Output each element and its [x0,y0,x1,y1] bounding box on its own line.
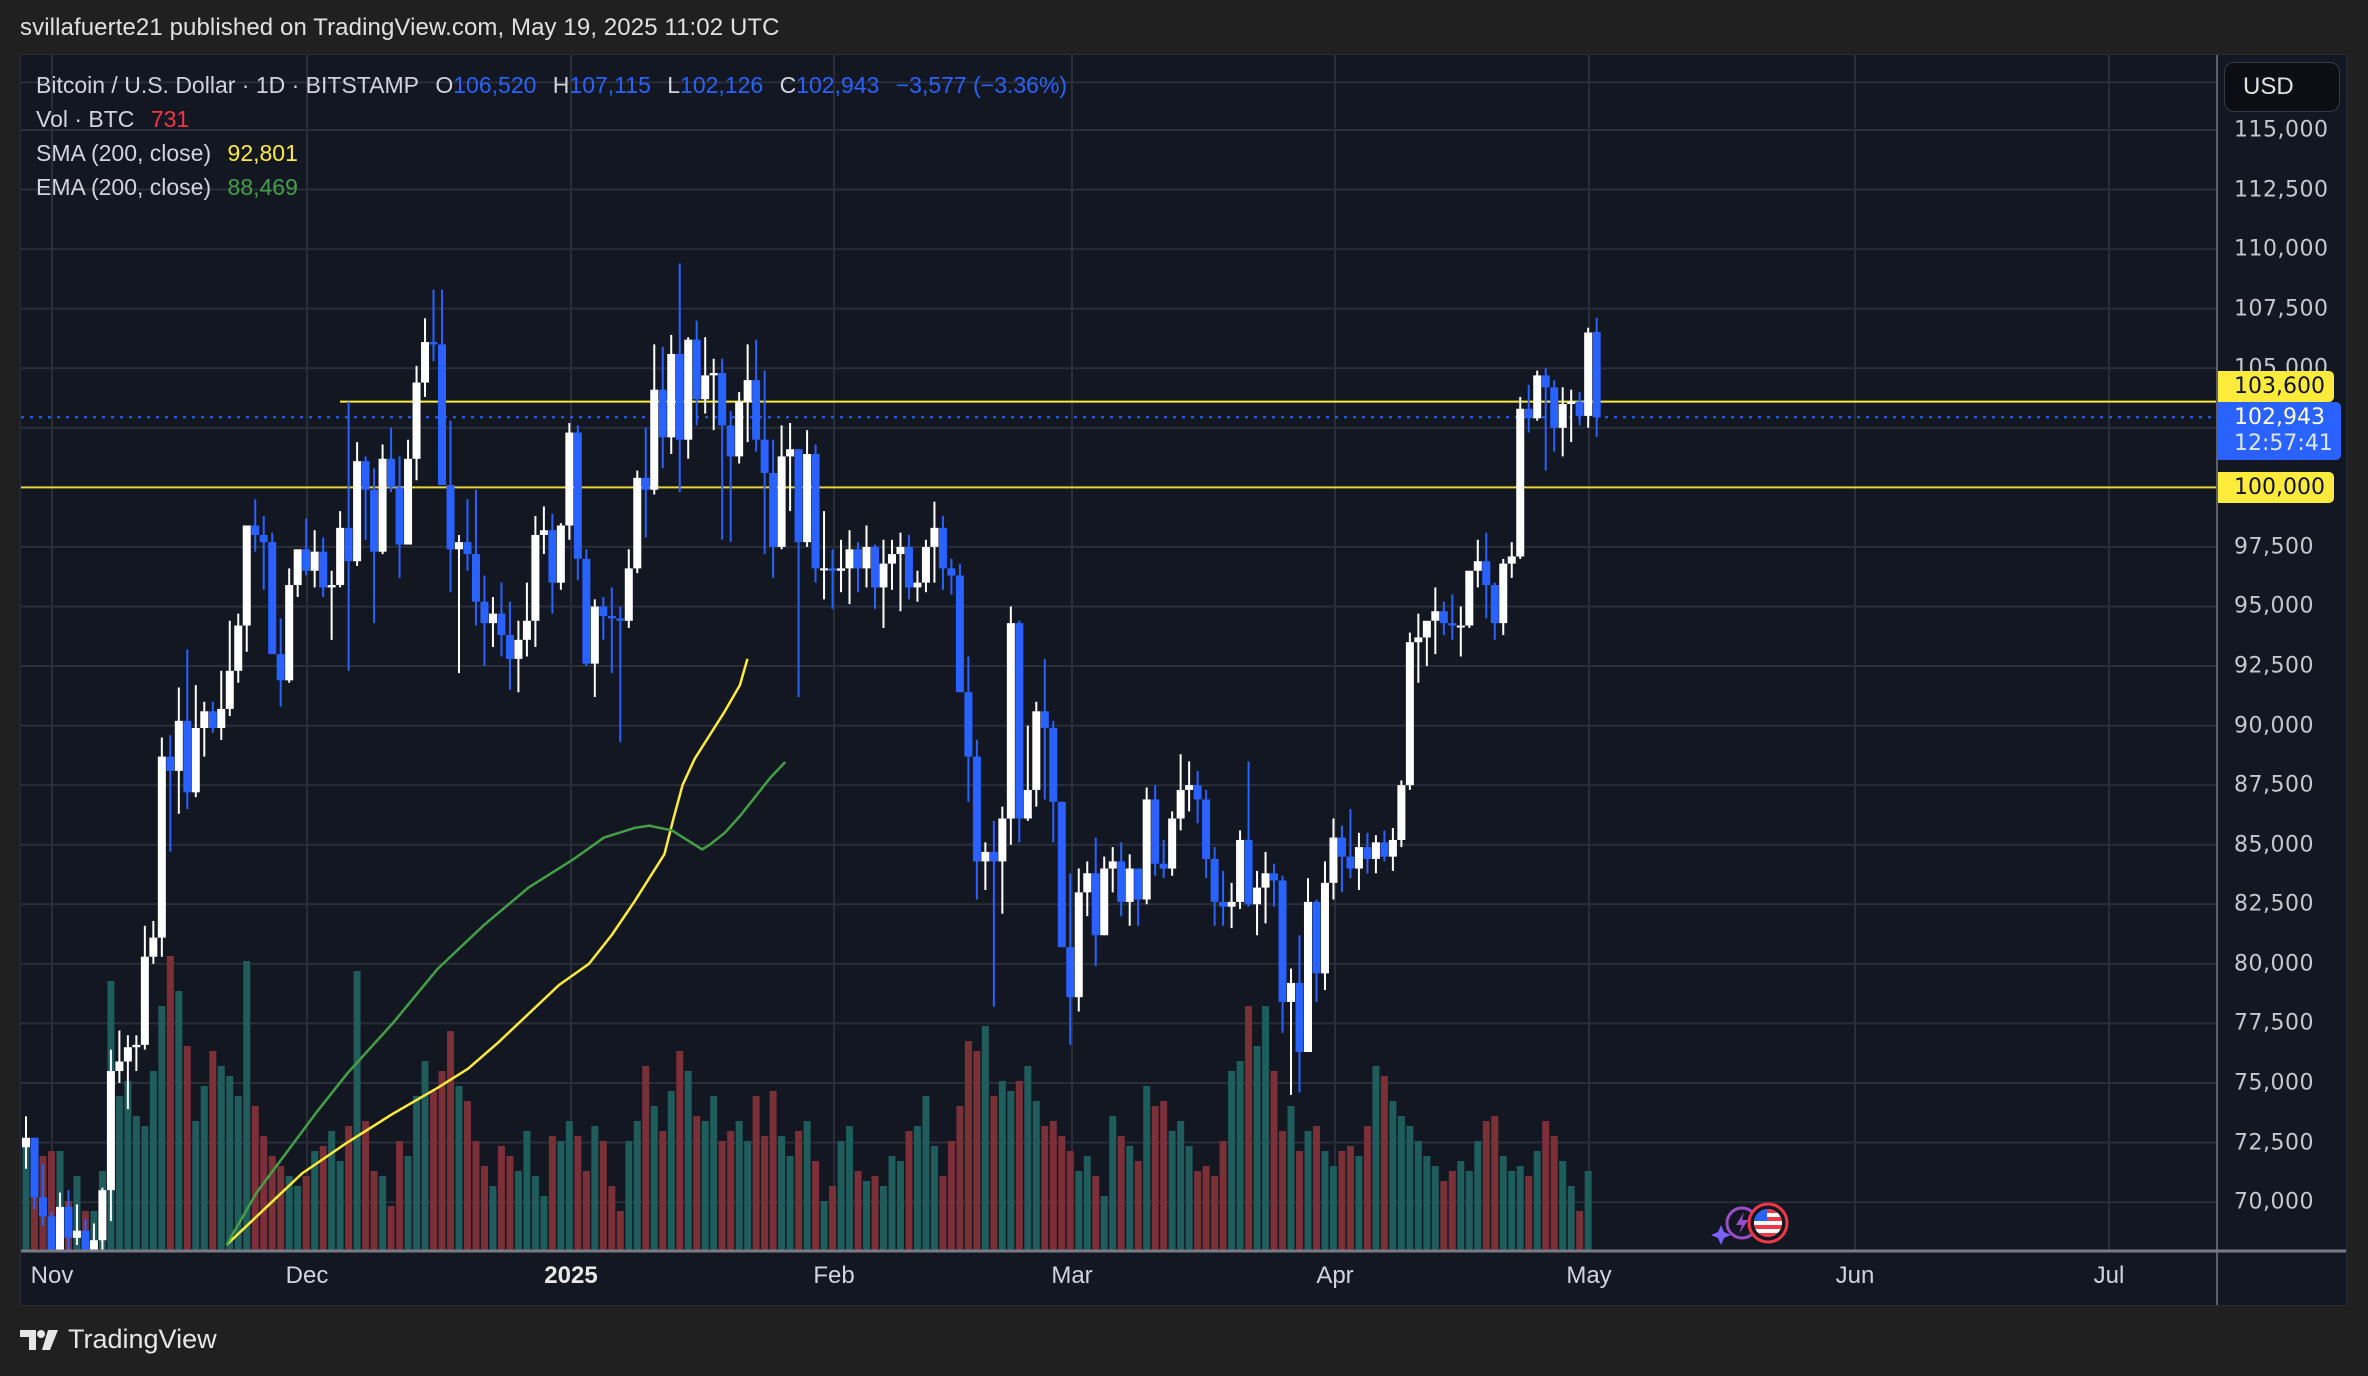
volume-label: Vol · BTC [36,106,135,132]
time-label-nov: Nov [30,1262,74,1289]
sma-value: 92,801 [227,140,298,166]
open-label: O [435,72,454,98]
ema-label: EMA (200, close) [36,174,212,200]
price-tick: 75,000 [2234,1070,2314,1096]
price-tick: 97,500 [2234,534,2314,560]
price-tick: 72,500 [2234,1130,2314,1156]
high-label: H [552,72,570,98]
support-price-tag: 100,000 [2218,472,2334,503]
time-label-feb: Feb [813,1262,855,1289]
price-tick: 82,500 [2234,891,2314,917]
price-tick: 87,500 [2234,772,2314,798]
volume-row[interactable]: Vol · BTC 731 [36,102,1067,136]
published-line: svillafuerte21 published on TradingView.… [20,14,780,41]
high-value: 107,115 [569,72,651,98]
sma-200-line[interactable] [225,658,749,1246]
volume-value: 731 [150,106,190,132]
sma-label: SMA (200, close) [36,140,212,166]
price-tick: 107,500 [2234,296,2329,322]
currency-button[interactable]: USD [2224,62,2340,112]
price-tick: 85,000 [2234,832,2314,858]
time-label-jul: Jul [2093,1262,2125,1289]
ema-200-line[interactable] [225,761,787,1246]
time-label-may: May [1566,1262,1612,1289]
price-tick: 110,000 [2234,236,2329,262]
last-price-value: 102,943 [2234,405,2325,430]
sma-row[interactable]: SMA (200, close) 92,801 [36,136,1067,170]
tradingview-logo-icon [20,1329,58,1350]
price-tick: 112,500 [2234,177,2329,203]
time-label-dec: Dec [285,1262,329,1289]
time-label-mar: Mar [1051,1262,1093,1289]
grid-lines [21,55,2217,1251]
symbol-name[interactable]: Bitcoin / U.S. Dollar · 1D · BITSTAMP [36,72,419,98]
low-label: L [667,72,681,98]
tradingview-footer[interactable]: TradingView [20,1324,217,1355]
ohlc-row: Bitcoin / U.S. Dollar · 1D · BITSTAMP O1… [36,68,1067,102]
price-tick: 115,000 [2234,117,2329,143]
volume-bars [22,956,1592,1251]
price-tick: 77,500 [2234,1010,2314,1036]
price-tick: 95,000 [2234,593,2314,619]
open-value: 106,520 [453,72,537,98]
change-value: −3,577 (−3.36%) [895,72,1068,98]
candles[interactable] [22,263,1601,1280]
price-tick: 80,000 [2234,951,2314,977]
sparkle-icon[interactable] [1711,1225,1731,1245]
time-label-2025: 2025 [544,1262,598,1289]
price-tick: 92,500 [2234,653,2314,679]
price-tick: 70,000 [2234,1189,2314,1215]
time-label-apr: Apr [1316,1262,1354,1289]
tradingview-brand: TradingView [68,1324,217,1354]
chart-legend: Bitcoin / U.S. Dollar · 1D · BITSTAMP O1… [36,68,1067,204]
horizontal-levels[interactable] [21,400,2217,489]
price-tick: 90,000 [2234,713,2314,739]
economic-events-icons[interactable] [1708,1200,1790,1246]
close-label: C [779,72,797,98]
chart-frame[interactable] [20,54,2347,1306]
bar-countdown: 12:57:41 [2234,431,2333,456]
resistance-price-tag: 103,600 [2218,371,2334,402]
ema-row[interactable]: EMA (200, close) 88,469 [36,170,1067,204]
close-value: 102,943 [796,72,880,98]
us-flag-event-icon[interactable] [1747,1202,1789,1244]
last-price-tag: 102,943 12:57:41 [2218,402,2341,460]
time-label-jun: Jun [1835,1262,1875,1289]
ema-value: 88,469 [227,174,298,200]
low-value: 102,126 [680,72,764,98]
